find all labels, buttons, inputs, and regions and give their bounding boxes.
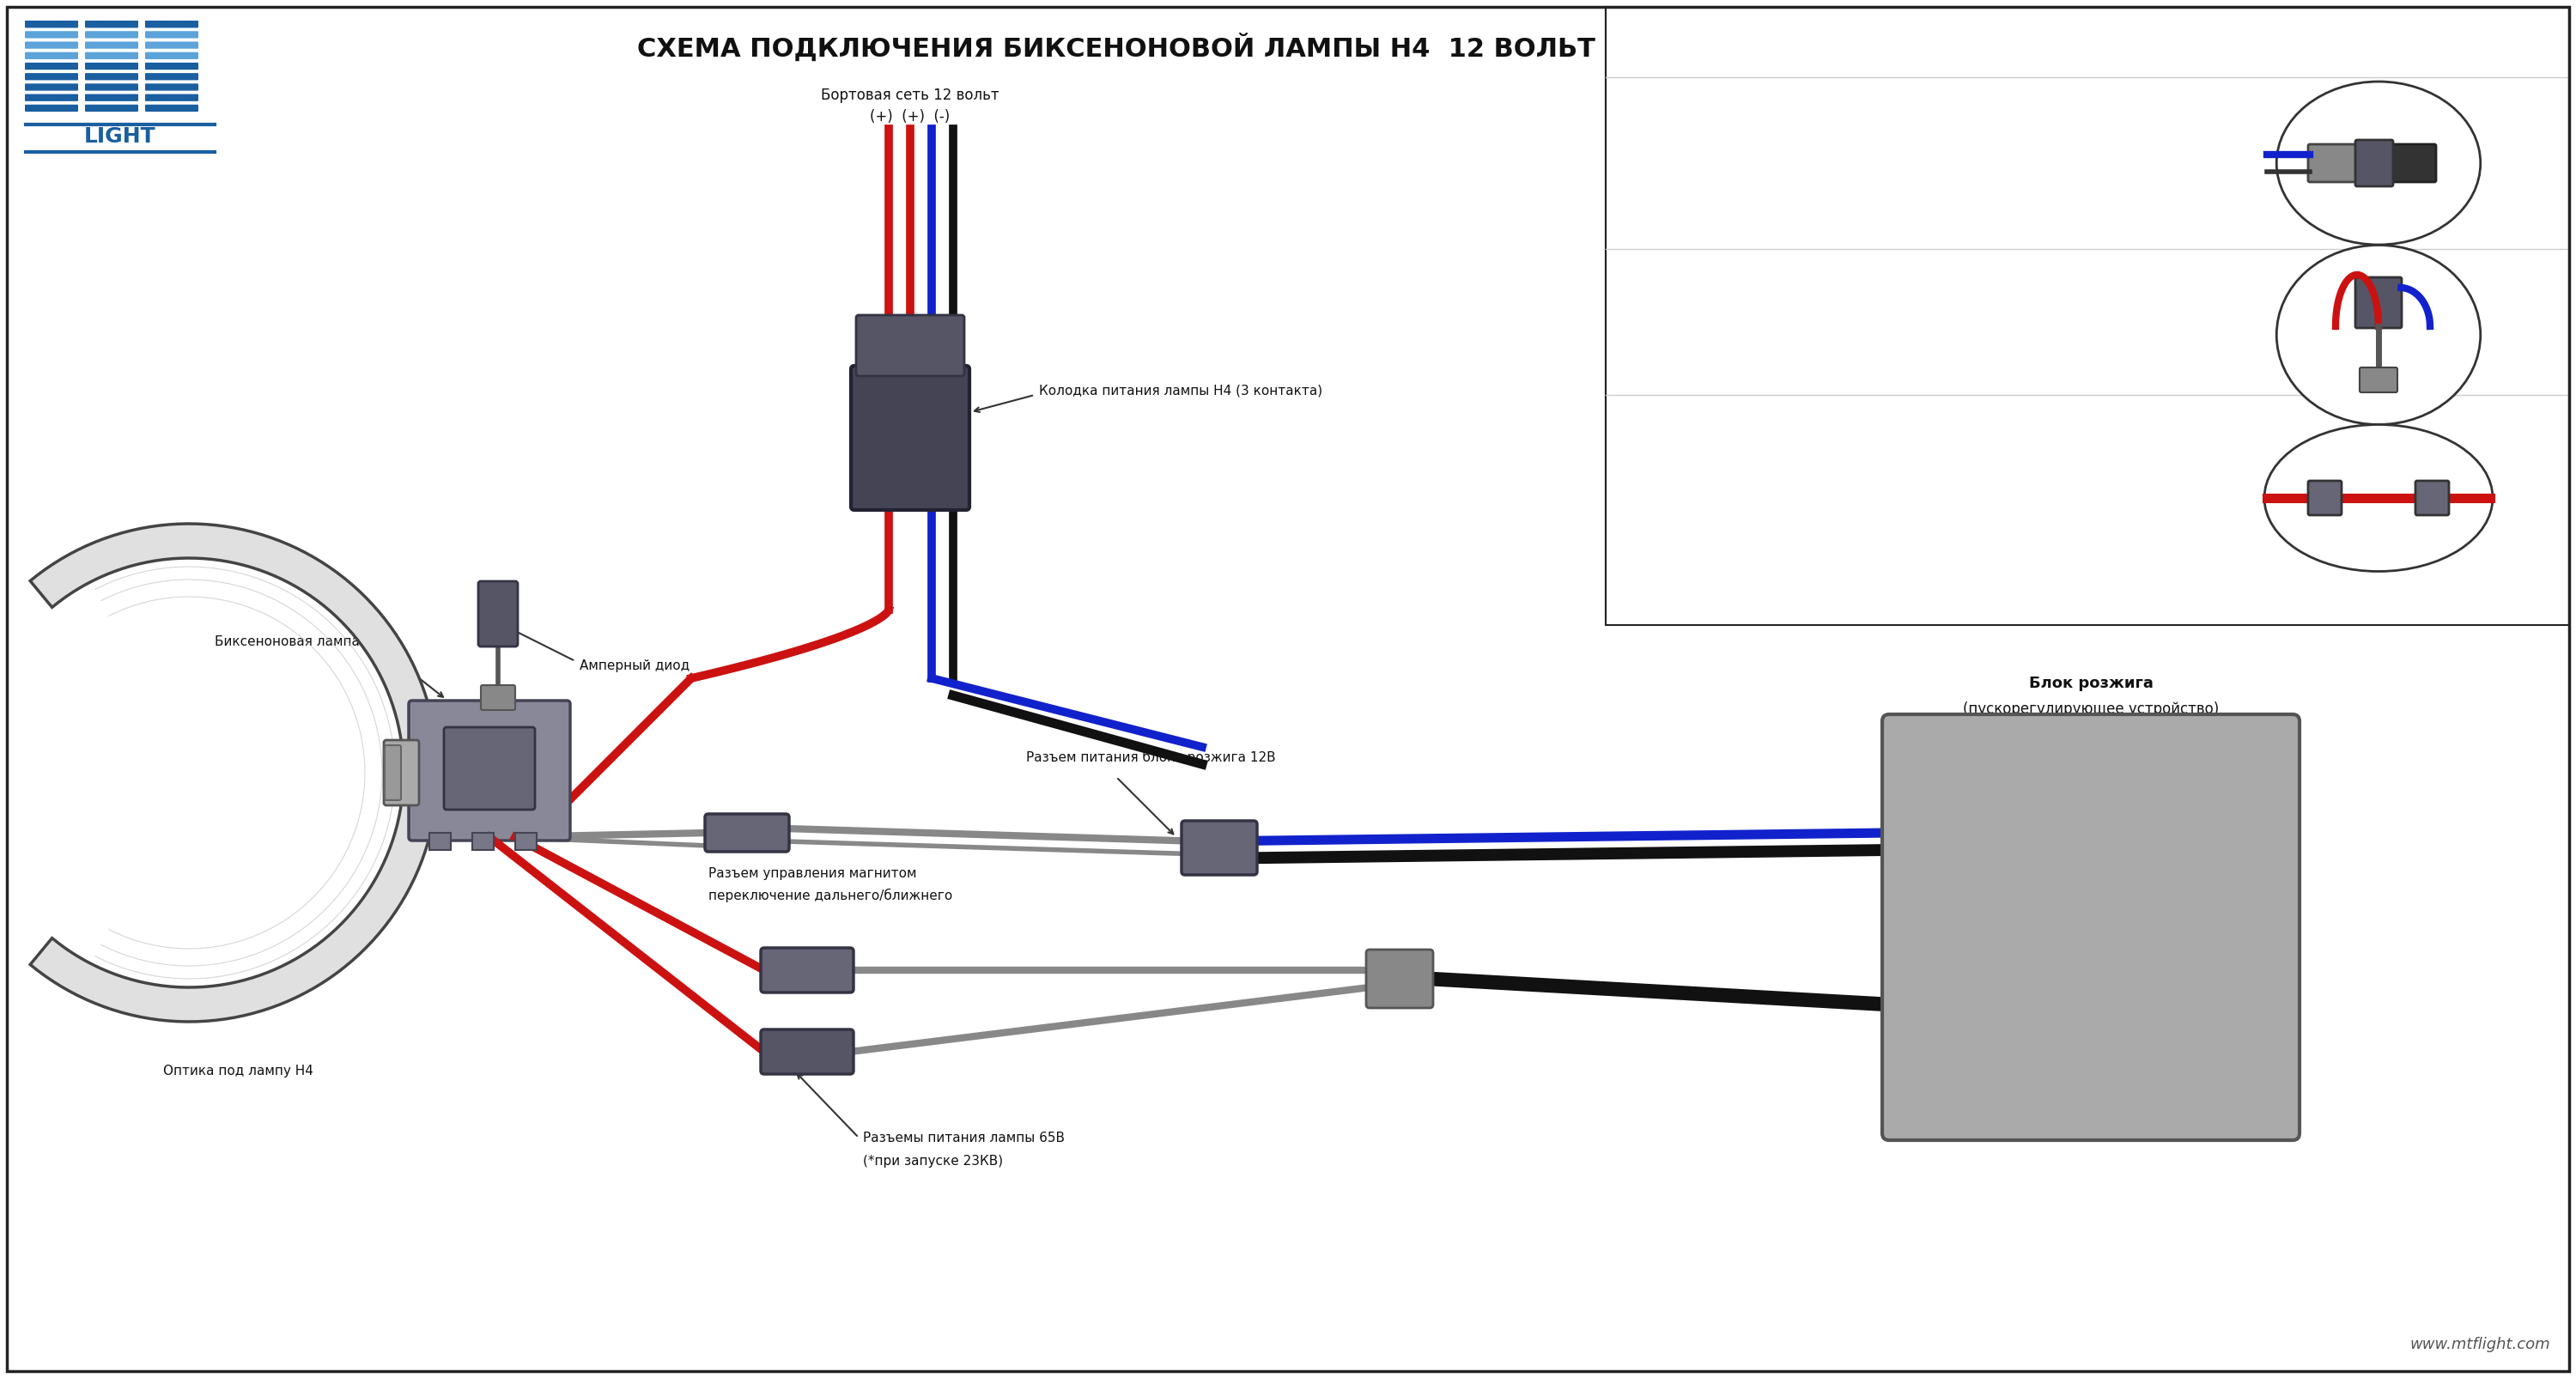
FancyBboxPatch shape	[26, 21, 77, 28]
FancyBboxPatch shape	[2354, 141, 2393, 186]
Text: переходник б схему): переходник б схему)	[1628, 520, 1785, 535]
FancyBboxPatch shape	[1365, 949, 1432, 1007]
Text: Оптика под лампу Н4: Оптика под лампу Н4	[162, 1065, 314, 1078]
Text: б Разъем управления магнитом: б Разъем управления магнитом	[1628, 455, 1888, 471]
FancyBboxPatch shape	[85, 41, 139, 48]
Text: б Разъеме питания блока розжига: б Разъеме питания блока розжига	[1628, 124, 1888, 141]
FancyBboxPatch shape	[144, 41, 198, 48]
FancyBboxPatch shape	[706, 814, 788, 852]
FancyBboxPatch shape	[85, 94, 139, 101]
Text: переключение дальнего/ближнего: переключение дальнего/ближнего	[708, 889, 953, 903]
FancyBboxPatch shape	[85, 105, 139, 112]
Text: Бортовая сеть 12 вольт: Бортовая сеть 12 вольт	[822, 88, 999, 103]
FancyBboxPatch shape	[85, 21, 139, 28]
Text: Разъемы питания лампы 65В: Разъемы питания лампы 65В	[863, 1131, 1064, 1144]
FancyBboxPatch shape	[26, 105, 77, 112]
FancyBboxPatch shape	[26, 84, 77, 91]
FancyBboxPatch shape	[515, 832, 536, 850]
Text: (пускорегулирующее устройство): (пускорегулирующее устройство)	[1963, 701, 2218, 717]
FancyBboxPatch shape	[144, 84, 198, 91]
Text: Разъем питания блока розжига 12В: Разъем питания блока розжига 12В	[1025, 750, 1275, 765]
FancyBboxPatch shape	[760, 1029, 853, 1073]
FancyBboxPatch shape	[850, 365, 969, 510]
FancyBboxPatch shape	[430, 832, 451, 850]
FancyBboxPatch shape	[26, 21, 77, 28]
FancyBboxPatch shape	[2360, 368, 2398, 393]
Text: www.mtflight.com: www.mtflight.com	[2409, 1337, 2550, 1352]
FancyBboxPatch shape	[2416, 481, 2450, 515]
FancyBboxPatch shape	[26, 52, 77, 59]
FancyBboxPatch shape	[26, 41, 77, 48]
FancyBboxPatch shape	[85, 21, 139, 28]
FancyBboxPatch shape	[1605, 7, 2568, 626]
FancyBboxPatch shape	[144, 21, 198, 28]
FancyBboxPatch shape	[2391, 145, 2437, 182]
Text: (разобрать разъем и поменять: (разобрать разъем и поменять	[1628, 167, 1860, 183]
FancyBboxPatch shape	[1182, 821, 1257, 875]
Text: 3. Включение переходника смены полярности: 3. Включение переходника смены полярност…	[1628, 424, 1978, 441]
Text: Изменение схемы для ТС с минусовым управлением:: Изменение схемы для ТС с минусовым управ…	[1623, 34, 2174, 51]
Text: Колодка питания лампы Н4 (3 контакта): Колодка питания лампы Н4 (3 контакта)	[1038, 384, 1321, 397]
FancyBboxPatch shape	[2308, 145, 2360, 182]
Text: (+)  (+)  (-): (+) (+) (-)	[871, 109, 951, 124]
FancyBboxPatch shape	[26, 94, 77, 101]
FancyBboxPatch shape	[85, 32, 139, 39]
Text: Блок розжига: Блок розжига	[2030, 675, 2154, 692]
Text: (извлечь диод и перевернуть): (извлечь диод и перевернуть)	[1628, 313, 1855, 329]
Ellipse shape	[2277, 81, 2481, 245]
FancyBboxPatch shape	[1883, 714, 2300, 1140]
FancyBboxPatch shape	[479, 582, 518, 646]
FancyBboxPatch shape	[144, 32, 198, 39]
FancyBboxPatch shape	[85, 62, 139, 70]
FancyBboxPatch shape	[85, 84, 139, 91]
FancyBboxPatch shape	[384, 740, 420, 805]
FancyBboxPatch shape	[26, 32, 77, 39]
Text: местами контакты): местами контакты)	[1628, 189, 1775, 204]
Text: LIGHT: LIGHT	[85, 127, 157, 147]
FancyBboxPatch shape	[384, 745, 402, 801]
FancyBboxPatch shape	[410, 700, 569, 841]
Text: (из комплекта добавить: (из комплекта добавить	[1628, 493, 1811, 508]
FancyBboxPatch shape	[855, 316, 963, 376]
FancyBboxPatch shape	[760, 948, 853, 992]
FancyBboxPatch shape	[85, 52, 139, 59]
Text: 2. Изменение положения Амперного диода: 2. Изменение положения Амперного диода	[1628, 274, 1955, 291]
Text: СХЕМА ПОДКЛЮЧЕНИЯ БИКСЕНОНОВОЙ ЛАМПЫ Н4  12 ВОЛЬТ: СХЕМА ПОДКЛЮЧЕНИЯ БИКСЕНОНОВОЙ ЛАМПЫ Н4 …	[636, 33, 1595, 62]
Polygon shape	[31, 524, 438, 1021]
Text: (*при запуске 23КВ): (*при запуске 23КВ)	[863, 1155, 1002, 1169]
Text: Биксеноновая лампа Н4: Биксеноновая лампа Н4	[214, 635, 381, 648]
Ellipse shape	[2277, 245, 2481, 424]
Text: Разъем управления магнитом: Разъем управления магнитом	[708, 867, 917, 881]
Ellipse shape	[2264, 424, 2494, 572]
FancyBboxPatch shape	[443, 728, 536, 810]
FancyBboxPatch shape	[2308, 481, 2342, 515]
FancyBboxPatch shape	[471, 832, 495, 850]
Text: 1. Изменение контактов: 1. Изменение контактов	[1628, 99, 1811, 114]
FancyBboxPatch shape	[482, 685, 515, 710]
FancyBboxPatch shape	[144, 52, 198, 59]
FancyBboxPatch shape	[144, 73, 198, 80]
FancyBboxPatch shape	[144, 94, 198, 101]
FancyBboxPatch shape	[144, 21, 198, 28]
Text: Амперный диод: Амперный диод	[580, 659, 690, 672]
FancyBboxPatch shape	[144, 62, 198, 70]
FancyBboxPatch shape	[26, 62, 77, 70]
FancyBboxPatch shape	[2354, 277, 2401, 328]
FancyBboxPatch shape	[85, 73, 139, 80]
FancyBboxPatch shape	[26, 73, 77, 80]
FancyBboxPatch shape	[144, 105, 198, 112]
